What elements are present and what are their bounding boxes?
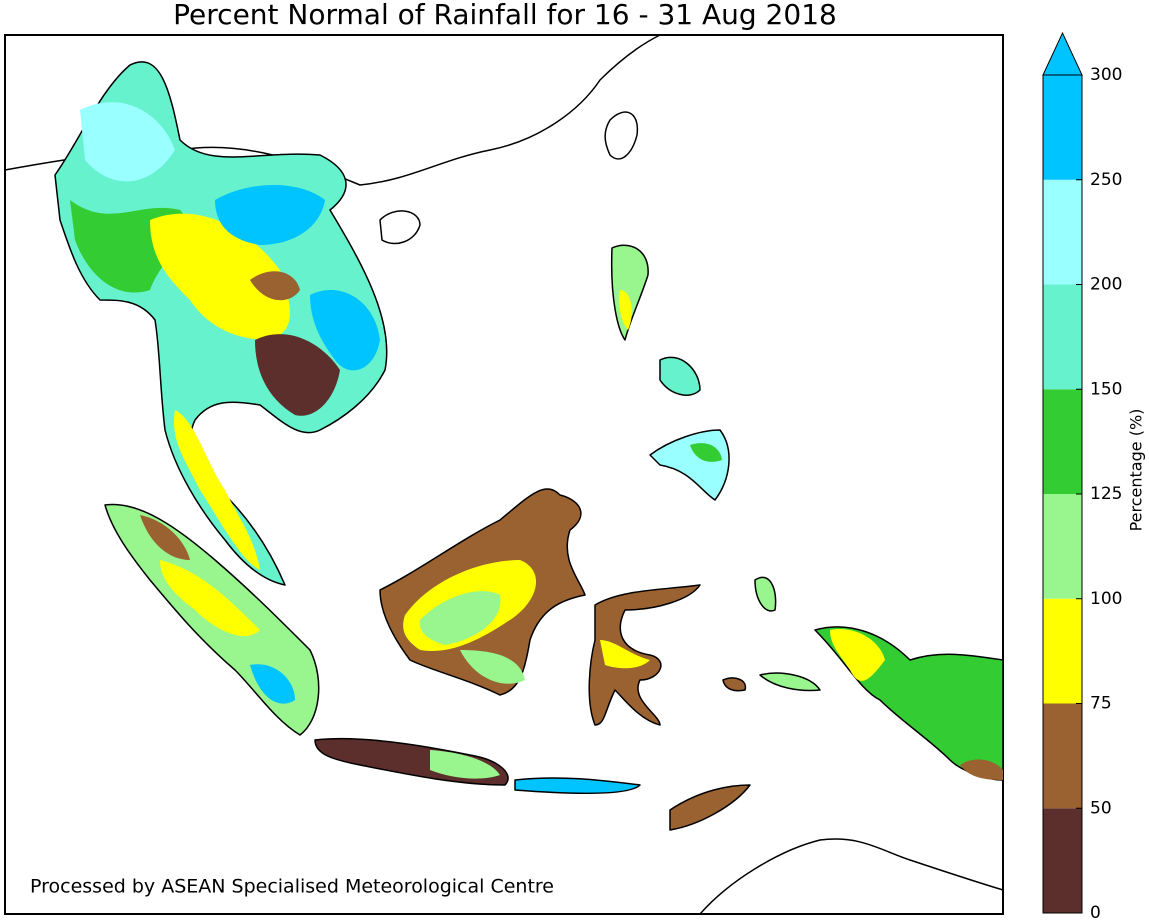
taiwan (604, 111, 639, 160)
colorbar-band (1043, 598, 1082, 704)
rain-region (140, 515, 190, 560)
rain-region (255, 334, 340, 416)
colorbar-tick-label: 75 (1090, 694, 1112, 714)
colorbar-band (1043, 389, 1082, 494)
colorbar-band (1043, 179, 1082, 285)
map-title: Percent Normal of Rainfall for 16 - 31 A… (173, 0, 837, 31)
colorbar-tick-label: 300 (1090, 65, 1122, 85)
rain-region (150, 213, 290, 340)
colorbar-tick-label: 50 (1090, 798, 1112, 818)
rain-region (690, 443, 722, 462)
rain-region (430, 750, 500, 779)
colorbar-band (1043, 284, 1082, 390)
rain-region (600, 640, 650, 669)
hainan (379, 210, 421, 245)
colorbar: 0 50 75 100 125 150 200 250 300 (1042, 31, 1122, 921)
colorbar-tick-label: 200 (1090, 275, 1122, 295)
colorbar-tick-label: 100 (1090, 589, 1122, 609)
rain-region (250, 271, 300, 301)
rain-region (830, 629, 885, 681)
rain-region (419, 591, 501, 645)
island (754, 576, 777, 612)
coastline (699, 838, 1004, 915)
colorbar-band (1043, 494, 1082, 599)
colorbar-tick-label: 0 (1090, 903, 1101, 921)
colorbar-band (1043, 75, 1082, 180)
visayas (659, 356, 701, 396)
credit: Processed by ASEAN Specialised Meteorolo… (30, 876, 554, 898)
sulawesi (588, 584, 701, 726)
map (4, 34, 1004, 915)
seram (759, 672, 821, 692)
rain-region (174, 410, 260, 570)
island (514, 777, 641, 795)
rain-region (160, 560, 260, 637)
island (722, 677, 747, 692)
rain-region (215, 185, 325, 245)
colorbar-tick-label: 125 (1090, 484, 1122, 504)
rain-region (960, 759, 1003, 780)
timor (669, 784, 751, 831)
colorbar-tick-label: 250 (1090, 170, 1122, 190)
colorbar-band (1043, 808, 1082, 913)
colorbar-tick-label: 150 (1090, 379, 1122, 399)
rain-region (250, 664, 295, 704)
rain-region (80, 102, 175, 182)
colorbar-label: Percentage (%) (1127, 409, 1146, 532)
colorbar-band (1043, 703, 1082, 809)
luzon (610, 244, 649, 341)
colorbar-extend (1042, 31, 1083, 76)
rain-region (310, 290, 380, 371)
rain-region (619, 290, 632, 330)
rain-region (460, 650, 525, 684)
